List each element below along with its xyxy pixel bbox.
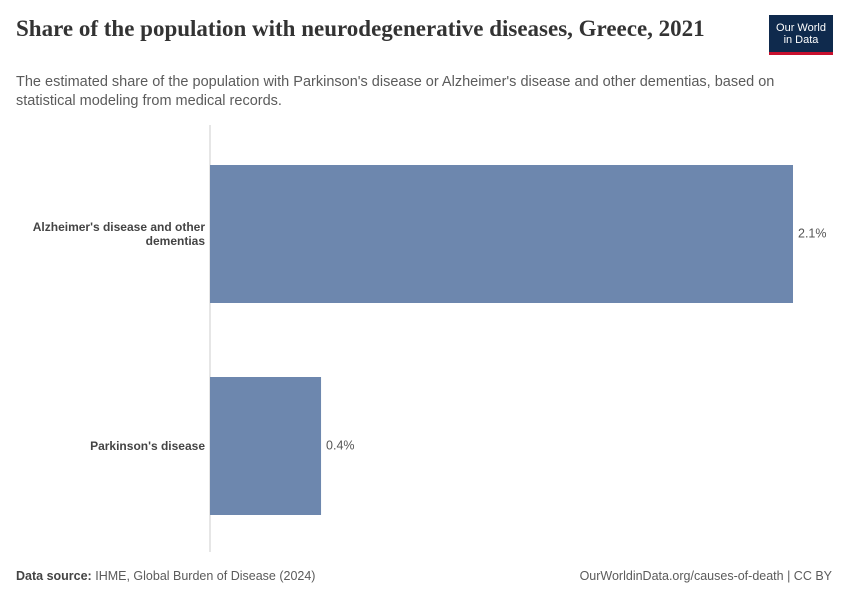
- source: IHME, Global Burden of Disease (2024): [95, 569, 316, 583]
- logo-text: in Data: [783, 33, 819, 46]
- chart-subtitle: The estimated share of the population wi…: [16, 74, 775, 109]
- category-label: Alzheimer's disease and other dementias: [32, 220, 205, 248]
- chart-title: Share of the population with neurodegene…: [16, 16, 705, 41]
- footer-credit[interactable]: OurWorldinData.org/causes-of-death | CC …: [579, 569, 832, 583]
- source-label: Data source:: [16, 569, 92, 583]
- value-label: 2.1%: [798, 226, 827, 240]
- logo-text: Our World: [776, 21, 826, 34]
- logo[interactable]: Our World in Data: [769, 15, 833, 55]
- footer-source: Data source: IHME, Global Burden of Dise…: [16, 569, 315, 583]
- value-label: 0.4%: [326, 438, 355, 452]
- bar: [210, 165, 793, 303]
- category-label: Parkinson's disease: [90, 439, 205, 453]
- bar: [210, 377, 322, 515]
